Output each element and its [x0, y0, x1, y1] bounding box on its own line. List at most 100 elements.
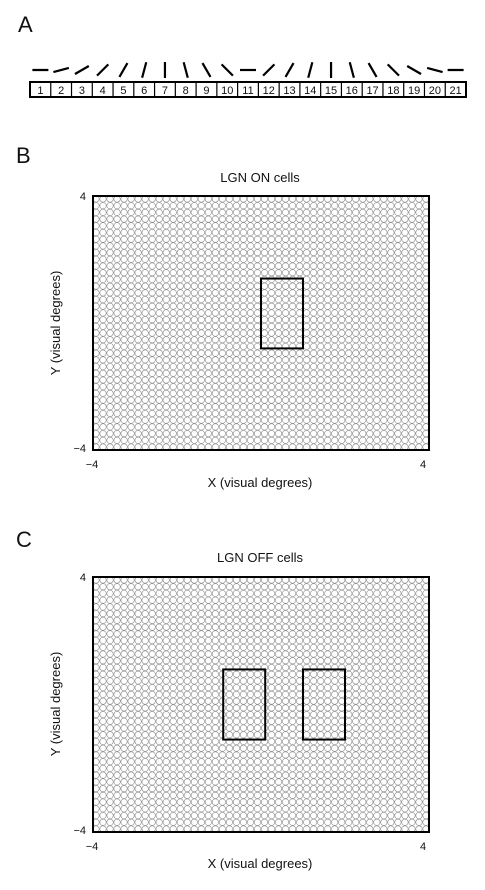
lgn-cell-marker	[282, 363, 290, 371]
lgn-cell-marker	[141, 369, 149, 377]
lgn-cell-marker	[155, 336, 163, 344]
lgn-cell-marker	[296, 296, 304, 304]
lgn-cell-marker	[310, 744, 318, 752]
lgn-cell-marker	[366, 342, 374, 350]
lgn-cell-marker	[190, 369, 198, 377]
lgn-cell-marker	[246, 771, 254, 779]
lgn-cell-marker	[99, 785, 107, 793]
lgn-cell-marker	[106, 758, 114, 766]
lgn-cell-marker	[162, 235, 170, 243]
lgn-cell-marker	[99, 771, 107, 779]
lgn-cell-marker	[373, 589, 381, 597]
lgn-cell-marker	[148, 289, 156, 297]
lgn-cell-marker	[232, 711, 240, 719]
lgn-cell-marker	[401, 229, 409, 237]
lgn-cell-marker	[289, 724, 297, 732]
lgn-cell-marker	[225, 704, 233, 712]
lgn-cell-marker	[331, 255, 339, 263]
lgn-cell-marker	[183, 403, 191, 411]
lgn-cell-marker	[169, 215, 177, 223]
lgn-cell-marker	[275, 643, 283, 651]
lgn-cell-marker	[401, 610, 409, 618]
lgn-cell-marker	[162, 409, 170, 417]
lgn-cell-marker	[197, 657, 205, 665]
lgn-cell-marker	[338, 731, 346, 739]
lgn-cell-marker	[113, 215, 121, 223]
lgn-cell-marker	[183, 349, 191, 357]
lgn-cell-marker	[303, 657, 311, 665]
lgn-cell-marker	[246, 363, 254, 371]
lgn-cell-marker	[246, 785, 254, 793]
lgn-cell-marker	[176, 242, 184, 250]
lgn-cell-marker	[127, 630, 135, 638]
lgn-cell-marker	[232, 316, 240, 324]
lgn-cell-marker	[190, 785, 198, 793]
lgn-cell-marker	[204, 289, 212, 297]
lgn-cell-marker	[176, 389, 184, 397]
lgn-cell-marker	[310, 818, 318, 826]
lgn-cell-marker	[225, 376, 233, 384]
lgn-cell-marker	[324, 677, 332, 685]
lgn-cell-marker	[246, 684, 254, 692]
lgn-cell-marker	[296, 657, 304, 665]
lgn-cell-marker	[253, 296, 261, 304]
lgn-cell-marker	[232, 229, 240, 237]
lgn-cell-marker	[282, 677, 290, 685]
lgn-cell-marker	[317, 235, 325, 243]
lgn-cell-marker	[127, 637, 135, 645]
lgn-cell-marker	[408, 202, 416, 210]
lgn-cell-marker	[324, 805, 332, 813]
lgn-cell-marker	[331, 416, 339, 424]
lgn-cell-marker	[373, 215, 381, 223]
lgn-cell-marker	[296, 430, 304, 438]
lgn-cell-marker	[373, 630, 381, 638]
lgn-cell-marker	[268, 650, 276, 658]
lgn-cell-marker	[282, 269, 290, 277]
lgn-cell-marker	[169, 336, 177, 344]
lgn-cell-marker	[303, 396, 311, 404]
lgn-cell-marker	[148, 603, 156, 611]
lgn-cell-marker	[176, 798, 184, 806]
lgn-cell-marker	[190, 249, 198, 257]
lgn-cell-marker	[148, 711, 156, 719]
lgn-cell-marker	[401, 242, 409, 250]
lgn-cell-marker	[303, 349, 311, 357]
lgn-cell-marker	[380, 670, 388, 678]
lgn-cell-marker	[408, 812, 416, 820]
lgn-cell-marker	[317, 363, 325, 371]
lgn-cell-marker	[289, 383, 297, 391]
lgn-cell-marker	[120, 771, 128, 779]
lgn-cell-marker	[134, 255, 142, 263]
lgn-cell-marker	[162, 771, 170, 779]
lgn-cell-marker	[218, 222, 226, 230]
lgn-cell-marker	[183, 342, 191, 350]
lgn-cell-marker	[275, 744, 283, 752]
lgn-cell-marker	[127, 208, 135, 216]
lgn-cell-marker	[148, 677, 156, 685]
lgn-cell-marker	[380, 289, 388, 297]
lgn-cell-marker	[113, 342, 121, 350]
lgn-cell-marker	[253, 282, 261, 290]
lgn-cell-marker	[155, 596, 163, 604]
lgn-cell-marker	[303, 697, 311, 705]
lgn-cell-marker	[261, 778, 269, 786]
lgn-cell-marker	[268, 610, 276, 618]
lgn-cell-marker	[232, 812, 240, 820]
lgn-cell-marker	[352, 296, 360, 304]
lgn-cell-marker	[394, 222, 402, 230]
lgn-cell-marker	[275, 430, 283, 438]
lgn-cell-marker	[289, 711, 297, 719]
lgn-cell-marker	[303, 329, 311, 337]
lgn-cell-marker	[197, 282, 205, 290]
lgn-cell-marker	[253, 356, 261, 364]
lgn-cell-marker	[99, 603, 107, 611]
lgn-cell-marker	[401, 717, 409, 725]
lgn-cell-marker	[99, 309, 107, 317]
lgn-cell-marker	[190, 650, 198, 658]
lgn-cell-marker	[120, 758, 128, 766]
lgn-cell-marker	[275, 356, 283, 364]
lgn-cell-marker	[324, 262, 332, 270]
lgn-cell-marker	[225, 684, 233, 692]
lgn-cell-marker	[317, 356, 325, 364]
lgn-cell-marker	[218, 342, 226, 350]
